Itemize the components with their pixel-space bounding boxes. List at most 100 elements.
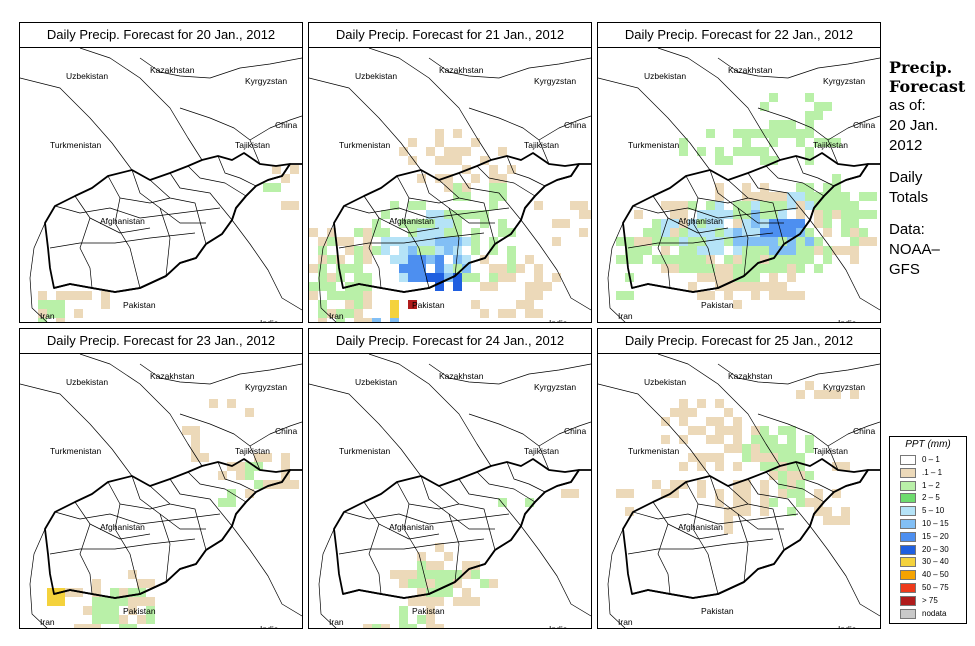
precip-cell xyxy=(309,264,318,273)
precip-cell xyxy=(408,300,417,309)
precip-cell xyxy=(462,192,471,201)
precip-cell xyxy=(507,246,516,255)
province-boundary xyxy=(49,538,196,555)
precip-cell xyxy=(679,417,688,426)
international-border xyxy=(538,115,591,141)
precip-cell xyxy=(471,561,480,570)
precip-cell xyxy=(733,300,742,309)
precip-cell xyxy=(47,588,56,597)
precip-cell xyxy=(101,606,110,615)
country-label-china: China xyxy=(564,120,587,130)
precip-cell xyxy=(290,201,299,210)
international-border xyxy=(717,363,880,385)
precip-cell xyxy=(552,219,561,228)
precip-cell xyxy=(859,237,868,246)
as-of-label: as of: xyxy=(889,97,926,114)
international-border xyxy=(249,421,302,447)
precip-cell xyxy=(327,228,336,237)
precip-cell xyxy=(760,507,769,516)
precip-cell xyxy=(769,453,778,462)
country-label-china: China xyxy=(564,426,587,436)
precip-cell xyxy=(363,228,372,237)
country-label-kyrgyzstan: Kyrgyzstan xyxy=(823,76,866,86)
precip-cell xyxy=(408,138,417,147)
precip-cell xyxy=(462,273,471,282)
precip-cell xyxy=(534,309,543,318)
data-label: Data: xyxy=(889,221,925,238)
precip-cell xyxy=(760,246,769,255)
province-boundary xyxy=(697,197,749,204)
precip-cell xyxy=(724,282,733,291)
precip-cell xyxy=(83,624,92,628)
precip-cell xyxy=(688,453,697,462)
precip-cell xyxy=(381,210,390,219)
country-label-iran: Iran xyxy=(329,617,344,627)
precip-cell xyxy=(778,264,787,273)
precip-cell xyxy=(56,300,65,309)
precip-cell xyxy=(697,246,706,255)
precip-cell xyxy=(715,489,724,498)
legend-swatch xyxy=(900,570,916,581)
precip-cell xyxy=(561,219,570,228)
precip-cell xyxy=(715,156,724,165)
precip-cell xyxy=(670,219,679,228)
precip-cell xyxy=(751,192,760,201)
precip-cell xyxy=(670,480,679,489)
precip-cell xyxy=(453,579,462,588)
map-canvas xyxy=(598,48,880,322)
country-label-tajikistan: Tajikistan xyxy=(235,140,270,150)
precip-cell xyxy=(444,156,453,165)
precip-grid xyxy=(616,93,877,309)
precip-cell xyxy=(733,426,742,435)
country-label-kyrgyzstan: Kyrgyzstan xyxy=(245,76,288,86)
province-boundary xyxy=(667,217,729,234)
precip-cell xyxy=(832,390,841,399)
precip-cell xyxy=(462,588,471,597)
precip-cell xyxy=(462,147,471,156)
precip-cell xyxy=(724,444,733,453)
precip-cell xyxy=(760,237,769,246)
precip-cell xyxy=(715,273,724,282)
precip-cell xyxy=(850,246,859,255)
precip-cell xyxy=(444,570,453,579)
precip-cell xyxy=(697,426,706,435)
country-label-turkmenistan: Turkmenistan xyxy=(339,446,391,456)
international-border xyxy=(309,77,422,171)
precip-cell xyxy=(381,237,390,246)
precip-cell xyxy=(426,570,435,579)
precip-cell xyxy=(796,183,805,192)
precip-cell xyxy=(715,228,724,237)
province-boundary xyxy=(74,501,93,595)
country-label-afghanistan: Afghanistan xyxy=(100,216,145,226)
precip-cell xyxy=(399,606,408,615)
province-boundary xyxy=(438,179,496,245)
precip-cell xyxy=(453,282,462,291)
country-label-afghanistan: Afghanistan xyxy=(678,522,723,532)
international-border xyxy=(657,48,781,161)
precip-cell xyxy=(354,309,363,318)
precip-cell xyxy=(390,570,399,579)
country-label-kazakhstan: Kazakhstan xyxy=(439,371,484,381)
precip-cell xyxy=(850,390,859,399)
precip-cell xyxy=(417,255,426,264)
afpak-border xyxy=(342,163,591,293)
precip-cell xyxy=(715,210,724,219)
precip-cell xyxy=(245,462,254,471)
precip-cell xyxy=(697,264,706,273)
precip-cell xyxy=(670,201,679,210)
precip-cell xyxy=(552,237,561,246)
precip-cell xyxy=(643,237,652,246)
country-label-kazakhstan: Kazakhstan xyxy=(728,371,773,381)
precip-cell xyxy=(372,219,381,228)
international-border xyxy=(368,354,492,467)
precip-cell xyxy=(841,192,850,201)
precip-cell xyxy=(697,462,706,471)
precip-cell xyxy=(56,318,65,322)
province-boundary xyxy=(217,461,257,493)
precip-cell xyxy=(742,129,751,138)
precip-cell xyxy=(823,516,832,525)
precip-cell xyxy=(742,201,751,210)
province-boundary xyxy=(727,179,785,245)
country-label-kyrgyzstan: Kyrgyzstan xyxy=(534,76,577,86)
country-label-uzbekistan: Uzbekistan xyxy=(66,71,109,81)
